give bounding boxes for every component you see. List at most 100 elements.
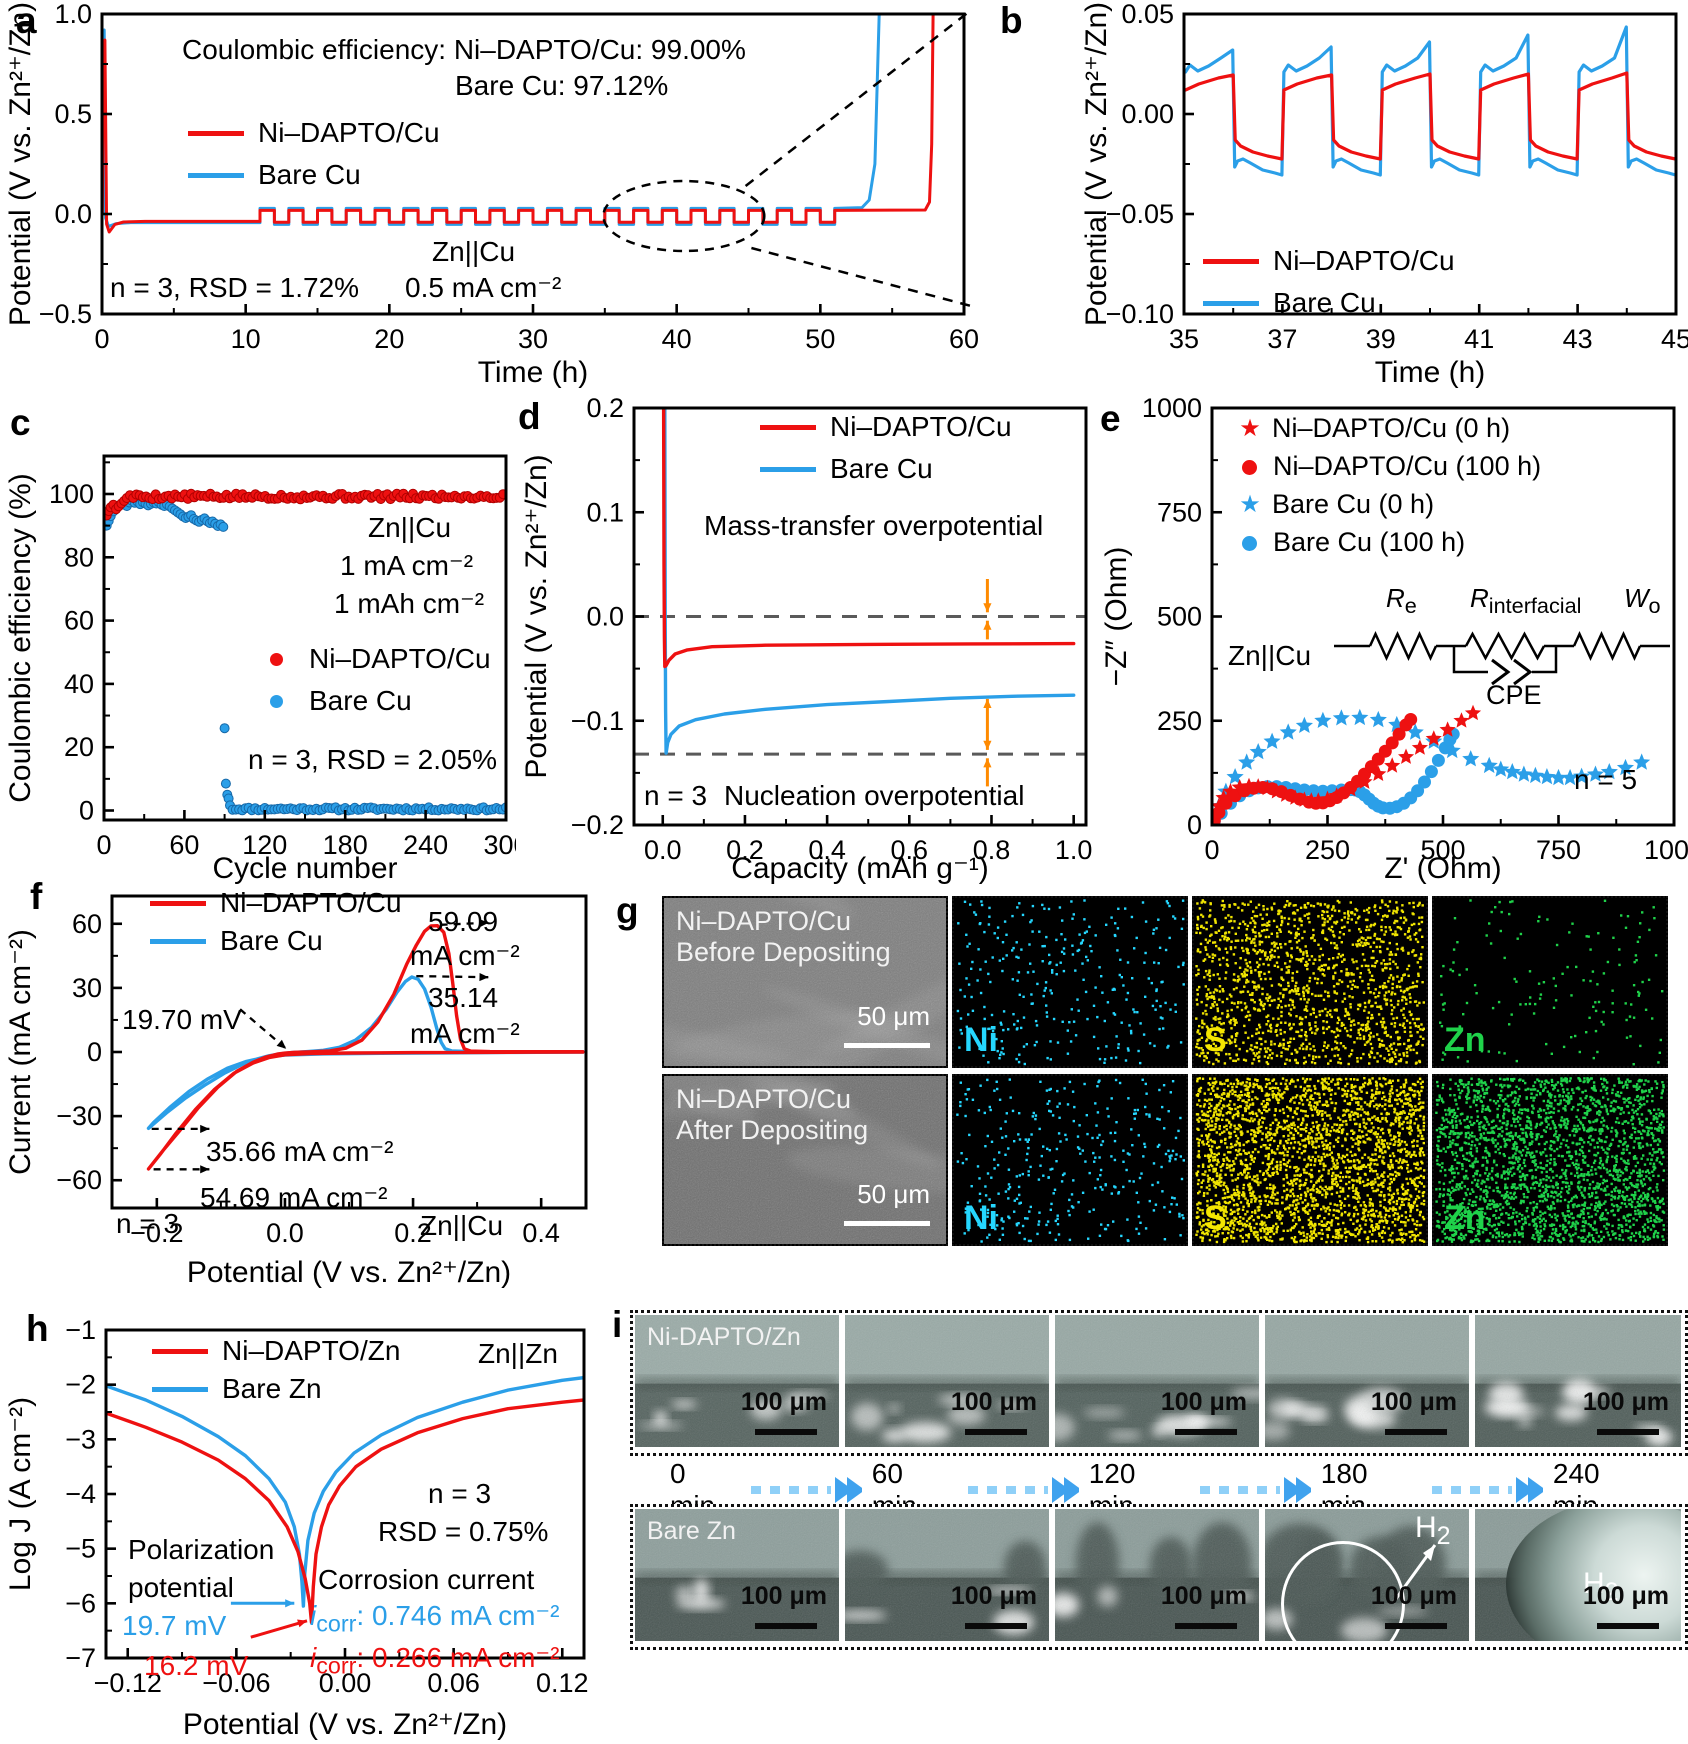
scalebar <box>1597 1429 1659 1435</box>
dashed-arrow-icon <box>750 1477 862 1503</box>
eds-map-ni-before: Ni <box>952 896 1188 1068</box>
scalebar-text: 100 μm <box>740 1582 827 1610</box>
svg-text:37: 37 <box>1267 324 1297 354</box>
chart-d-nucleation: 0.0 0.2 0.4 0.6 0.8 1.0 0.2 0.1 0.0 −0.1 −0.2 Capac… <box>520 393 1092 885</box>
mass-transfer-label: Mass-transfer overpotential <box>704 510 1044 541</box>
legend-item: Ni–DAPTO/Cu <box>188 112 440 154</box>
svg-text:43: 43 <box>1563 324 1593 354</box>
svg-text:Potential (V vs. Zn²⁺/Zn): Potential (V vs. Zn²⁺/Zn) <box>1080 2 1113 326</box>
svg-text:−30: −30 <box>56 1101 102 1131</box>
svg-text:60: 60 <box>64 606 94 636</box>
legend-item: Ni–DAPTO/Cu <box>262 638 491 680</box>
h2-label: H2 <box>1415 1511 1451 1550</box>
scalebar-text: 100 μm <box>1582 1388 1669 1416</box>
eds-dots <box>1194 898 1426 1066</box>
svg-text:Potential (V vs. Zn²⁺/Zn): Potential (V vs. Zn²⁺/Zn) <box>4 2 37 326</box>
cell-label: Zn||Zn <box>478 1338 558 1369</box>
eds-map-zn-before: Zn <box>1432 896 1668 1068</box>
red-dot-swatch <box>1242 459 1257 475</box>
n-label: n = 3 <box>644 780 708 811</box>
stats-label: n = 3, RSD = 2.05% <box>248 744 498 775</box>
svg-text:Capacity (mAh g⁻¹): Capacity (mAh g⁻¹) <box>731 852 989 885</box>
svg-text:240: 240 <box>403 830 448 860</box>
blue-line-swatch <box>760 466 816 472</box>
element-label-ni: Ni <box>964 1021 998 1059</box>
coulombic-efficiency-line2: Bare Cu: 97.12% <box>455 70 669 101</box>
legend-b: Ni–DAPTO/Cu Bare Cu <box>1203 240 1455 324</box>
svg-text:−60: −60 <box>56 1165 102 1195</box>
legend-label: Bare Cu <box>220 924 323 956</box>
sem-texture <box>664 898 946 1066</box>
svg-text:500: 500 <box>1420 835 1465 865</box>
blue-dot-swatch <box>270 694 283 708</box>
scalebar <box>965 1429 1027 1435</box>
legend-label: Ni–DAPTO/Cu <box>220 886 402 918</box>
svg-text:250: 250 <box>1157 706 1202 736</box>
legend-label: Ni–DAPTO/Cu <box>830 410 1012 442</box>
optical-frame-bare-180min: H2 100 μm <box>1265 1509 1469 1641</box>
peak-anodic-unit: mA cm⁻² <box>410 940 520 971</box>
equivalent-circuit-inset: Re Rinterfacial Wo CPE <box>1328 583 1676 710</box>
svg-text:−0.2: −0.2 <box>130 1218 183 1248</box>
svg-text:0.2: 0.2 <box>726 835 764 865</box>
element-label-zn: Zn <box>1444 1199 1486 1237</box>
legend-label: Ni–DAPTO/Zn <box>222 1334 401 1366</box>
panel-f: −0.2 0.0 0.2 0.4 60 30 0 −30 −60 Potential (V vs.… <box>0 820 600 1295</box>
circuit-wo-label: Wo <box>1624 583 1661 619</box>
panel-letter: h <box>26 1308 49 1349</box>
blue-line-swatch <box>188 172 244 178</box>
dashed-arrow-icon <box>1431 1477 1543 1503</box>
optical-frame-120min: 100 μm <box>1055 1315 1259 1447</box>
cathodic-min1-label: 35.66 mA cm⁻² <box>206 1136 394 1167</box>
element-label-ni: Ni <box>964 1199 998 1237</box>
sem-texture <box>664 1076 946 1244</box>
panel-letter: i <box>612 1304 623 1345</box>
scalebar <box>1385 1429 1447 1435</box>
blue-dot-swatch <box>1242 535 1257 551</box>
svg-text:30: 30 <box>72 973 102 1003</box>
scalebar <box>1385 1623 1447 1629</box>
blue-line-swatch <box>152 1386 208 1392</box>
eds-dots <box>954 1076 1186 1244</box>
eds-dots <box>954 898 1186 1066</box>
panel-letter: e <box>1100 398 1121 439</box>
rsd-label: RSD = 0.75% <box>378 1516 549 1547</box>
svg-text:0.1: 0.1 <box>586 497 624 527</box>
polarization-label-1: Polarization <box>128 1534 275 1565</box>
cell-label: Zn||Cu <box>368 512 452 543</box>
red-line-swatch <box>188 130 244 136</box>
optical-row-nidapto: Ni-DAPTO/Zn 100 μm 100 μm 100 μm 100 μm … <box>630 1310 1688 1456</box>
red-line-swatch <box>150 900 206 906</box>
chart-c-coulombic-efficiency: 060120180240300020406080100Cycle numberC… <box>4 454 529 885</box>
svg-text:0.00: 0.00 <box>1121 99 1174 129</box>
legend-label: Ni–DAPTO/Cu <box>309 642 491 674</box>
legend-label: Ni–DAPTO/Cu (100 h) <box>1273 451 1542 482</box>
n-label: n = 3 <box>428 1478 492 1509</box>
optical-frame-bare-60min: 100 μm <box>845 1509 1049 1641</box>
panel-letter: b <box>1000 0 1023 41</box>
svg-text:0.6: 0.6 <box>891 835 929 865</box>
circuit-re-label: Re <box>1386 583 1417 619</box>
svg-text:0.0: 0.0 <box>266 1218 304 1248</box>
chart-b-voltage-zoom: 35 37 39 41 43 45 0.05 0.00 −0.05 −0.10 Time (h) Po… <box>1080 0 1688 389</box>
svg-text:0.0: 0.0 <box>54 199 92 229</box>
svg-text:1000: 1000 <box>1644 835 1688 865</box>
legend-d: Ni–DAPTO/Cu Bare Cu <box>760 406 1012 490</box>
panel-i: i Ni-DAPTO/Zn 100 μm 100 μm 100 μm 100 μ… <box>600 1292 1688 1744</box>
chart-a-voltage-time: 0 10 20 30 40 50 60 1.0 0.5 0.0 −0.5 Time (h) Potent… <box>4 0 979 389</box>
peak-anodic2-value: 35.14 <box>428 982 499 1013</box>
scalebar-text: 100 μm <box>950 1582 1037 1610</box>
capacity-label: 1 mAh cm⁻² <box>334 588 485 619</box>
svg-text:0.4: 0.4 <box>808 835 846 865</box>
scalebar <box>1597 1623 1659 1629</box>
scalebar <box>844 1221 930 1226</box>
svg-text:−0.2: −0.2 <box>571 810 624 840</box>
panel-g: g Ni–DAPTO/Cu Before Depositing 50 μm Ni … <box>600 820 1688 1292</box>
polarization-value-red: 16.2 mV <box>144 1650 249 1681</box>
scalebar-text: 100 μm <box>1370 1388 1457 1416</box>
legend-label: Ni–DAPTO/Cu <box>1273 244 1455 276</box>
svg-text:750: 750 <box>1536 835 1581 865</box>
sem-label: Ni–DAPTO/Cu Before Depositing <box>676 906 891 967</box>
scalebar <box>844 1043 930 1048</box>
chart-f-cv: −0.2 0.0 0.2 0.4 60 30 0 −30 −60 Potential (V vs.… <box>4 894 588 1289</box>
